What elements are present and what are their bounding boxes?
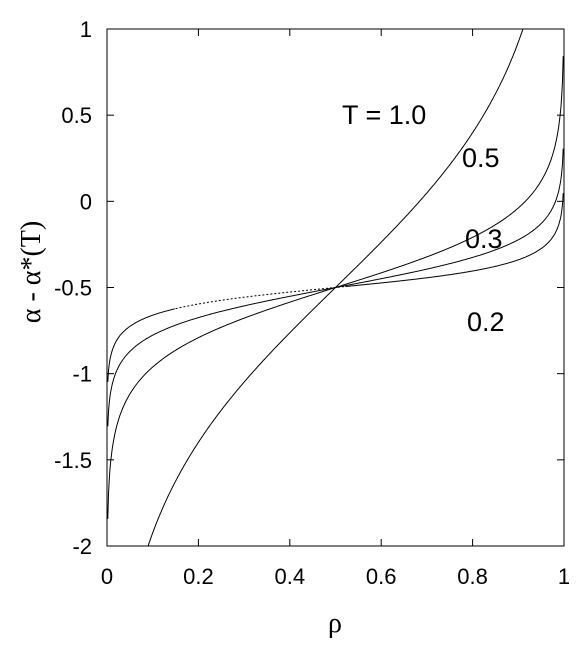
x-tick-label: 0.6 <box>366 564 397 589</box>
y-tick-labels: 1 0.5 0 -0.5 -1 -1.5 -2 <box>54 17 92 559</box>
y-tick-label: 0 <box>80 189 92 214</box>
y-tick-label: -2 <box>72 534 92 559</box>
y-tick-label: -0.5 <box>54 276 92 301</box>
series-line-t02-right <box>345 193 564 287</box>
x-tick-label: 0.8 <box>457 564 488 589</box>
x-axis-label: ρ <box>328 608 342 639</box>
y-tick-label: 0.5 <box>61 103 92 128</box>
x-tick-label: 0.4 <box>275 564 306 589</box>
curve-label-t02: 0.2 <box>467 307 505 337</box>
curve-label-t05: 0.5 <box>462 143 500 173</box>
curve-label-t1: T = 1.0 <box>342 100 426 130</box>
x-tick-label: 0 <box>101 564 113 589</box>
y-tick-label: 1 <box>80 17 92 42</box>
x-tick-labels: 0 0.2 0.4 0.6 0.8 1 <box>101 564 570 589</box>
curve-label-t03: 0.3 <box>465 224 503 254</box>
axis-ticks <box>106 28 565 547</box>
curves <box>107 29 564 546</box>
series-line-t02 <box>107 308 175 382</box>
y-tick-label: -1 <box>72 362 92 387</box>
x-tick-label: 0.2 <box>183 564 214 589</box>
y-axis-label: α - α*(T) <box>16 221 47 323</box>
x-tick-label: 1 <box>558 564 570 589</box>
y-tick-label: -1.5 <box>54 448 92 473</box>
series-line-t02-dashed <box>175 286 345 310</box>
